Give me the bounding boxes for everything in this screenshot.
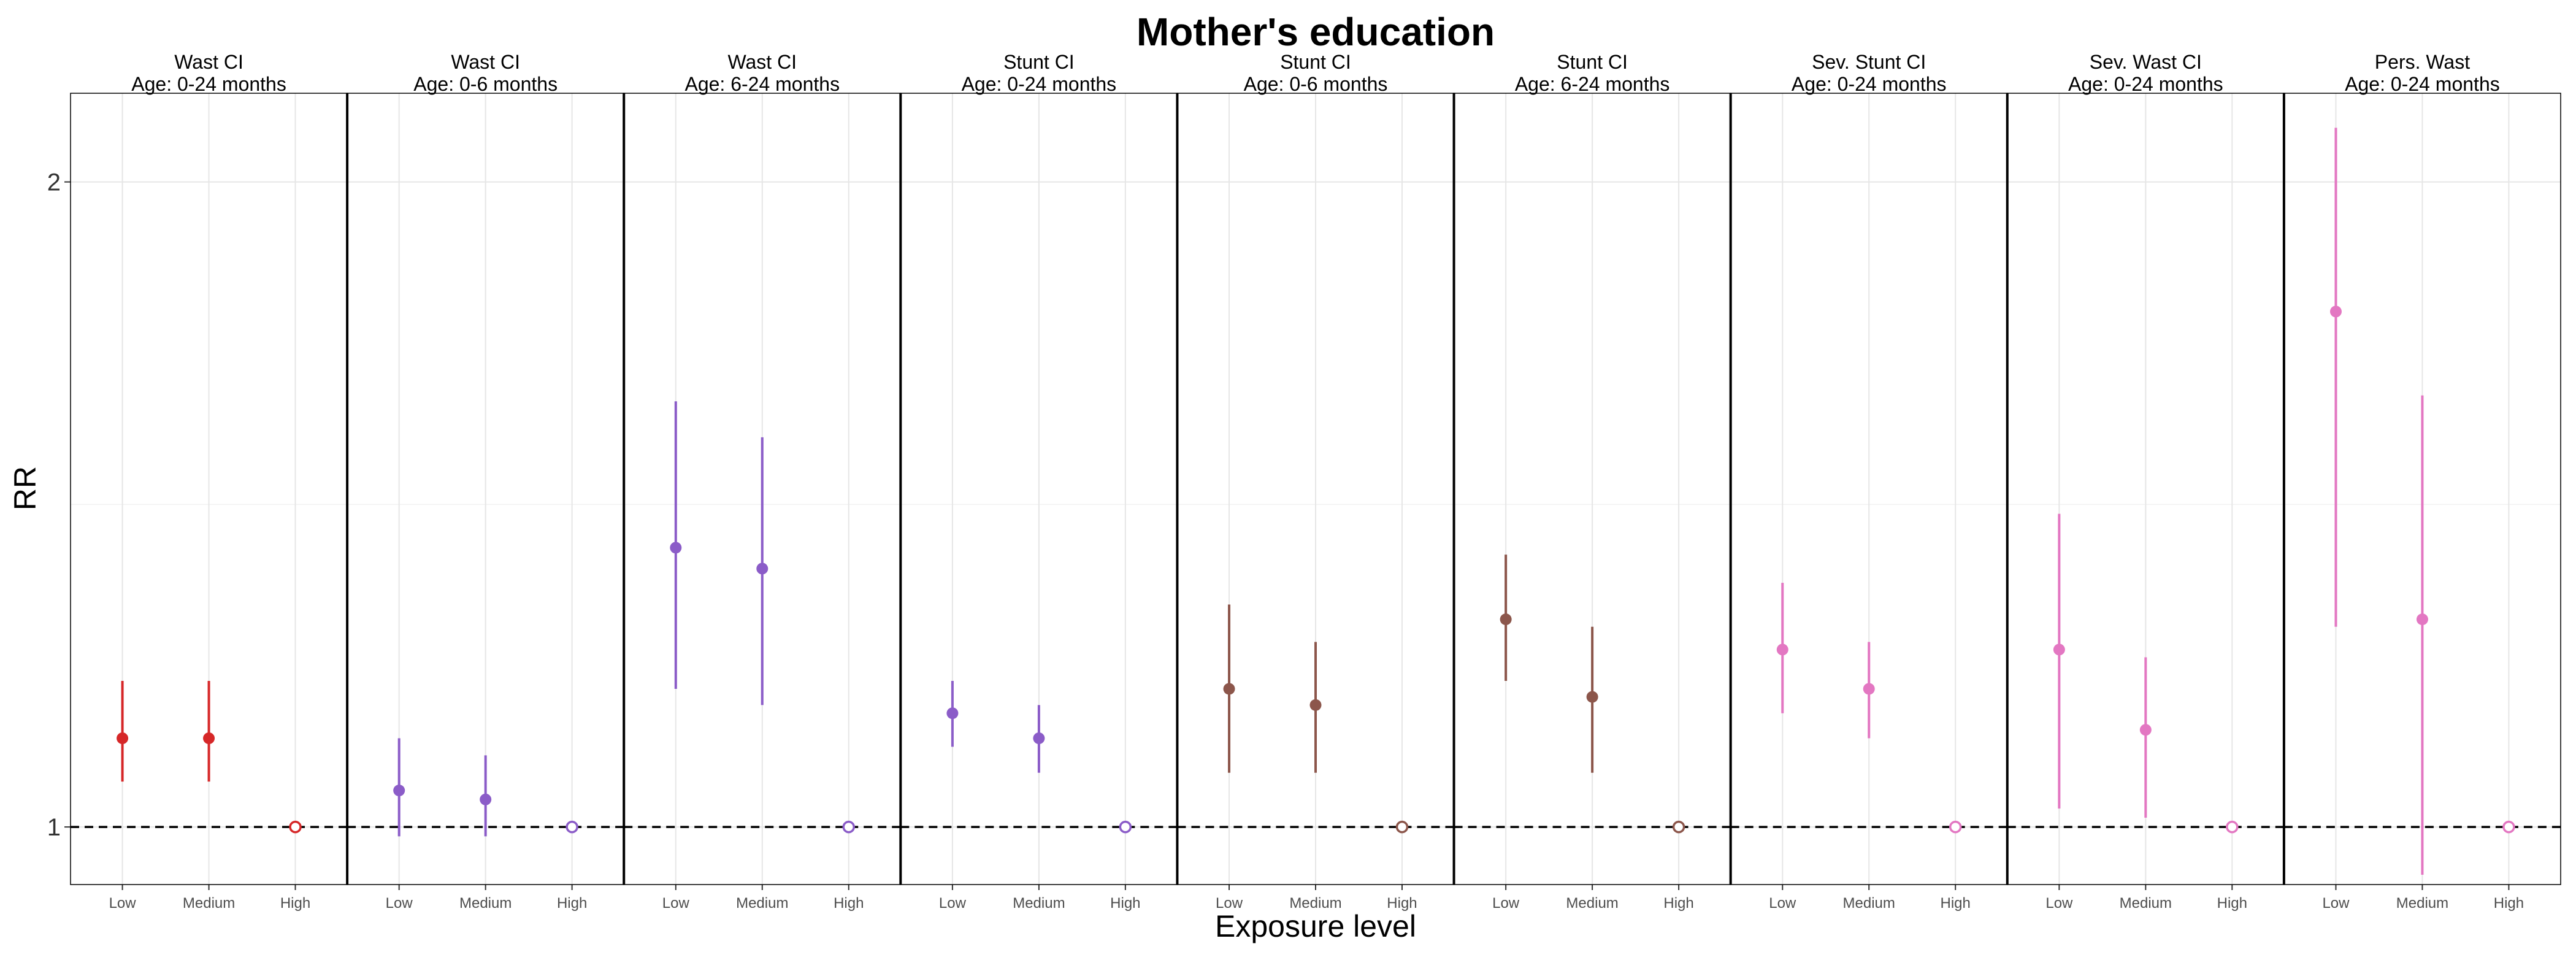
y-tick-label: 2 <box>47 169 61 196</box>
panel-title-outcome: Wast CI <box>727 51 797 73</box>
x-tick-label: Medium <box>2396 895 2448 912</box>
panel-title-outcome: Stunt CI <box>1280 51 1351 73</box>
estimate-point <box>2329 305 2342 318</box>
panel-title-outcome: Pers. Wast <box>2375 51 2470 73</box>
x-tick-label: Medium <box>459 895 512 912</box>
x-axis-label: Exposure level <box>1215 909 1416 943</box>
panel-title-outcome: Stunt CI <box>1003 51 1075 73</box>
panel-title-outcome: Sev. Wast CI <box>2090 51 2202 73</box>
estimate-point <box>2053 643 2065 656</box>
estimate-point <box>2139 724 2152 736</box>
panel-title-outcome: Stunt CI <box>1557 51 1628 73</box>
estimate-point <box>203 732 215 745</box>
reference-point <box>1949 820 1962 834</box>
y-tick-label: 1 <box>47 814 61 841</box>
panel-title-age: Age: 0-24 months <box>2068 73 2223 95</box>
y-axis-label: RR <box>8 466 42 510</box>
x-tick-label: Low <box>2045 895 2073 912</box>
estimate-point <box>1223 683 1235 695</box>
estimate-point <box>756 563 769 575</box>
reference-point <box>2502 820 2515 834</box>
x-tick-label: Medium <box>1289 895 1341 912</box>
panel-title-outcome: Sev. Stunt CI <box>1812 51 1926 73</box>
x-tick-label: Medium <box>1566 895 1618 912</box>
reference-point <box>565 820 578 834</box>
panel-title-age: Age: 0-6 months <box>1244 73 1388 95</box>
panel-title-age: Age: 0-6 months <box>413 73 558 95</box>
x-tick-label: High <box>1387 895 1417 912</box>
panel-title-age: Age: 6-24 months <box>1515 73 1670 95</box>
estimate-point <box>946 707 959 720</box>
x-tick-label: High <box>280 895 310 912</box>
panel-title-outcome: Wast CI <box>174 51 243 73</box>
estimate-point <box>2416 613 2428 626</box>
estimate-point <box>1863 683 1875 695</box>
x-tick-label: High <box>2217 895 2247 912</box>
estimate-point <box>1033 732 1045 745</box>
estimate-point <box>1586 691 1598 703</box>
x-tick-label: Low <box>1216 895 1243 912</box>
x-tick-label: Medium <box>736 895 788 912</box>
estimate-point <box>117 732 129 745</box>
reference-point <box>1395 820 1409 834</box>
panel-title-age: Age: 0-24 months <box>962 73 1117 95</box>
x-tick-label: High <box>1941 895 1971 912</box>
x-tick-label: High <box>2494 895 2524 912</box>
x-tick-label: Low <box>662 895 690 912</box>
panel-title-age: Age: 6-24 months <box>684 73 840 95</box>
reference-point <box>2226 820 2239 834</box>
reference-point <box>1119 820 1132 834</box>
reference-point <box>289 820 302 834</box>
panel-title-age: Age: 0-24 months <box>1792 73 1947 95</box>
chart-title: Mother's education <box>1137 10 1495 54</box>
x-tick-label: Low <box>1492 895 1520 912</box>
panel-title-age: Age: 0-24 months <box>131 73 286 95</box>
estimate-point <box>480 793 492 805</box>
x-tick-label: High <box>834 895 864 912</box>
x-tick-label: Low <box>386 895 413 912</box>
x-tick-label: High <box>1663 895 1693 912</box>
estimate-point <box>1500 613 1512 626</box>
x-tick-label: Low <box>109 895 137 912</box>
x-tick-label: High <box>1110 895 1140 912</box>
x-tick-label: Low <box>1769 895 1796 912</box>
reference-point <box>842 820 855 834</box>
panel-title-outcome: Wast CI <box>451 51 520 73</box>
estimate-point <box>670 542 682 554</box>
x-tick-label: Medium <box>2120 895 2172 912</box>
reference-point <box>1672 820 1685 834</box>
x-tick-label: Medium <box>1013 895 1065 912</box>
estimate-point <box>1309 699 1322 711</box>
estimate-point <box>393 785 405 797</box>
x-tick-label: Low <box>2322 895 2350 912</box>
estimate-point <box>1776 643 1788 656</box>
panel-title-age: Age: 0-24 months <box>2345 73 2500 95</box>
x-tick-label: High <box>557 895 587 912</box>
x-tick-label: Low <box>939 895 967 912</box>
x-tick-label: Medium <box>1843 895 1895 912</box>
x-tick-label: Medium <box>183 895 235 912</box>
